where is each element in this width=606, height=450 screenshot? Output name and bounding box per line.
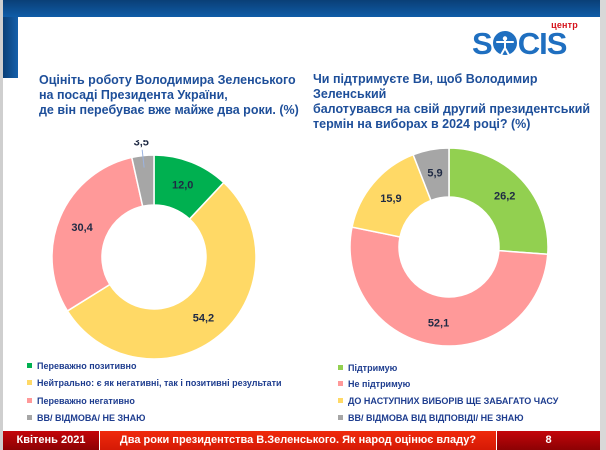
legend-swatch [338,415,343,420]
donut-slice [448,147,549,256]
legend-label: Переважно негативно [37,396,135,406]
legend-label: Підтримую [348,363,398,373]
legend-swatch [27,380,32,385]
legend-label: ВВ/ ВІДМОВА ВІД ВІДПОВІДІ/ НЕ ЗНАЮ [348,413,524,423]
data-label: 5,9 [427,167,442,179]
donut-slice [412,147,450,202]
question-2-title-line: Чи підтримуєте Ви, щоб Володимир Зеленсь… [313,72,538,101]
legend-label: Не підтримую [348,379,411,389]
legend-swatch [27,415,32,420]
footer-date: Квітень 2021 [3,431,100,450]
legend-swatch [338,398,343,403]
data-label: 3,5 [134,140,149,149]
header-side-bar [3,17,18,78]
legend-item: Нейтрально: є як негативні, так і позити… [27,378,282,388]
legend-item: ВВ/ ВІДМОВА ВІД ВІДПОВІДІ/ НЕ ЗНАЮ [338,413,524,423]
legend-item: Підтримую [338,363,397,373]
legend-item: Переважно позитивно [27,361,136,371]
legend-swatch [338,381,343,386]
legend-item: ДО НАСТУПНИХ ВИБОРІВ ЩЕ ЗАБАГАТО ЧАСУ [338,396,558,406]
donut-chart-second-term: 26,2 52,1 15,9 5,9 [349,147,549,347]
question-2-title-line: термін на виборах в 2024 році? (%) [313,117,531,131]
logo-top-text: центр [551,20,578,30]
donut-chart-evaluation: 12,0 54,2 30,4 3,5 [51,140,257,360]
data-label: 15,9 [380,193,401,205]
legend-swatch [27,398,32,403]
legend-item: Переважно негативно [27,396,135,406]
donut-slice [66,181,257,360]
data-label: 54,2 [193,312,214,324]
footer-title: Два роки президентства В.Зеленського. Як… [100,431,497,450]
legend-swatch [338,365,343,370]
question-1-title-line: Оцініть роботу Володимира Зеленського [39,73,296,87]
question-1-title: Оцініть роботу Володимира Зеленського на… [39,73,299,118]
legend-label: Нейтрально: є як негативні, так і позити… [37,378,282,388]
donut-slice [349,226,549,347]
vitruvian-man-icon [492,31,517,56]
legend-label: Переважно позитивно [37,361,137,371]
logo-word-left: S [472,26,493,61]
slide-frame-right [600,0,606,450]
question-2-title-line: балотувався на свій другий президентськи… [313,102,591,116]
donut-slice [130,154,155,208]
socis-logo: центр S CIS [472,18,592,62]
page-number: 8 [497,431,600,450]
slide-footer: Квітень 2021 Два роки президентства В.Зе… [3,431,600,450]
legend-item: Не підтримую [338,379,410,389]
question-1-title-line: де він перебуває вже майже два роки. (%) [39,103,299,117]
header-bar [3,0,600,17]
legend-swatch [27,363,32,368]
data-label: 52,1 [428,317,449,329]
logo-word-right: CIS [517,26,568,61]
data-label: 30,4 [71,222,93,234]
data-label: 12,0 [172,179,193,191]
logo-wordmark: S CIS [472,26,568,61]
data-label: 26,2 [494,190,515,202]
donut-slice [51,156,144,312]
legend-label: ДО НАСТУПНИХ ВИБОРІВ ЩЕ ЗАБАГАТО ЧАСУ [348,396,559,406]
question-1-title-line: на посаді Президента України, [39,88,228,102]
label-leader-line [141,149,145,168]
question-2-title: Чи підтримуєте Ви, щоб Володимир Зеленсь… [313,72,593,132]
legend-label: ВВ/ ВІДМОВА/ НЕ ЗНАЮ [37,413,146,423]
legend-item: ВВ/ ВІДМОВА/ НЕ ЗНАЮ [27,413,145,423]
slide-frame-left [0,0,3,450]
